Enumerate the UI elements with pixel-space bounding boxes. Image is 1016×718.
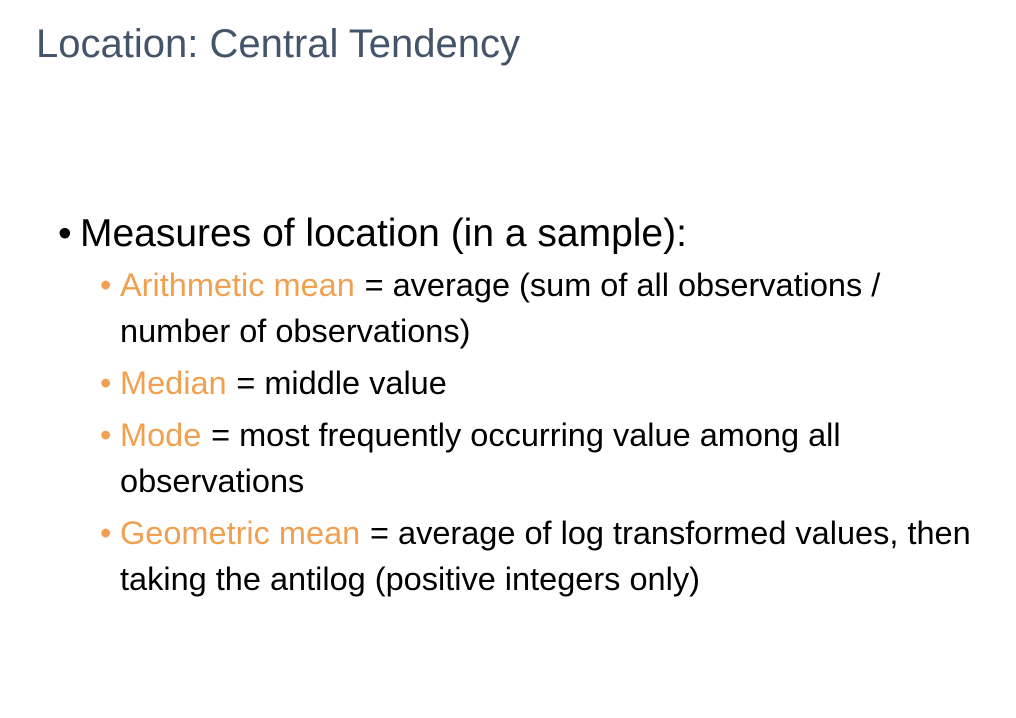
- term: Median: [120, 365, 227, 401]
- sub-bullet: • Arithmetic mean = average (sum of all ob…: [100, 267, 881, 349]
- definition: = most frequently occurring value among …: [120, 417, 841, 499]
- bullet-text: Measures of location (in a sample):: [80, 212, 687, 255]
- sub-bullet: • Geometric mean = average of log transfor…: [100, 515, 971, 597]
- sub-bullet: • Mode = most frequently occurring value a…: [100, 417, 841, 499]
- bullet-list: • Measures of location (in a sample): • Ar…: [58, 210, 988, 608]
- definition: = middle value: [236, 365, 447, 401]
- sub-bullet: • Median = middle value: [100, 365, 447, 401]
- definition: = average (sum of all observations / num…: [120, 267, 881, 349]
- definition: = average of log transformed values, the…: [120, 515, 971, 597]
- sub-bullet-list: • Arithmetic mean = average (sum of all ob…: [100, 262, 988, 602]
- slide-title: Location: Central Tendency: [36, 22, 521, 66]
- term: Geometric mean: [120, 515, 361, 551]
- bullet: • Measures of location (in a sample):: [58, 210, 988, 258]
- term: Mode: [120, 417, 202, 453]
- term: Arithmetic mean: [120, 267, 355, 303]
